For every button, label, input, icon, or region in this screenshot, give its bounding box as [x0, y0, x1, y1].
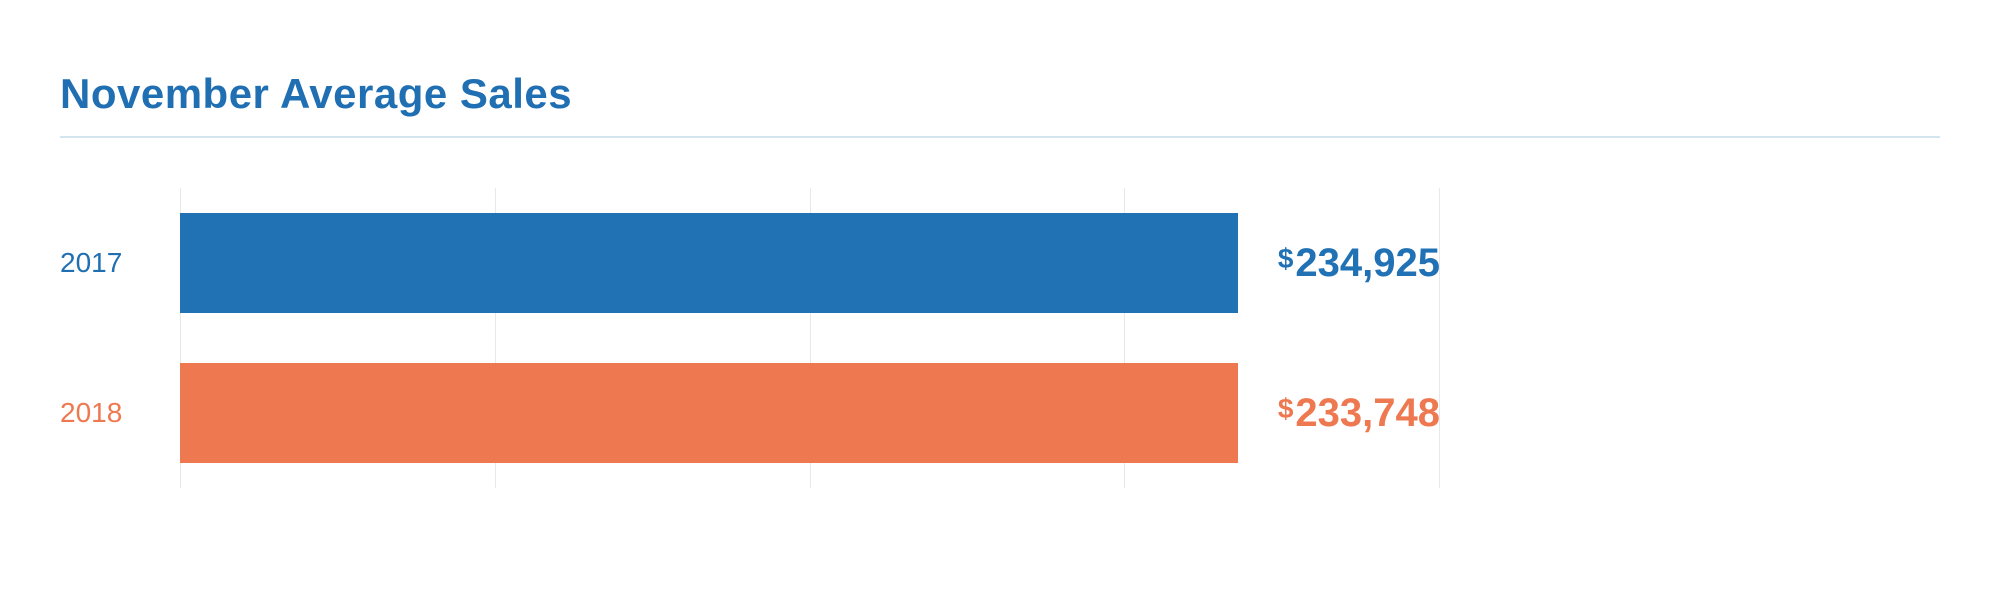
- y-label-2017: 2017: [60, 213, 150, 313]
- y-axis-labels: 2017 2018: [60, 188, 180, 488]
- bars-group: $234,925 $233,748: [180, 188, 1440, 488]
- bar-2018: [180, 363, 1238, 463]
- bar-2017: [180, 213, 1238, 313]
- bar-row-2017: $234,925: [180, 213, 1440, 313]
- value-label-2017: $234,925: [1278, 241, 1440, 286]
- value-label-2018: $233,748: [1278, 391, 1440, 436]
- value-text-2017: 234,925: [1295, 241, 1440, 285]
- chart-container: 2017 2018 $234,925 $233,748: [60, 188, 1940, 488]
- chart-title: November Average Sales: [60, 70, 1940, 118]
- currency-symbol: $: [1278, 393, 1294, 424]
- bar-row-2018: $233,748: [180, 363, 1440, 463]
- value-text-2018: 233,748: [1295, 391, 1440, 435]
- currency-symbol: $: [1278, 243, 1294, 274]
- title-underline: [60, 136, 1940, 138]
- plot-area: $234,925 $233,748: [180, 188, 1440, 488]
- y-label-2018: 2018: [60, 363, 150, 463]
